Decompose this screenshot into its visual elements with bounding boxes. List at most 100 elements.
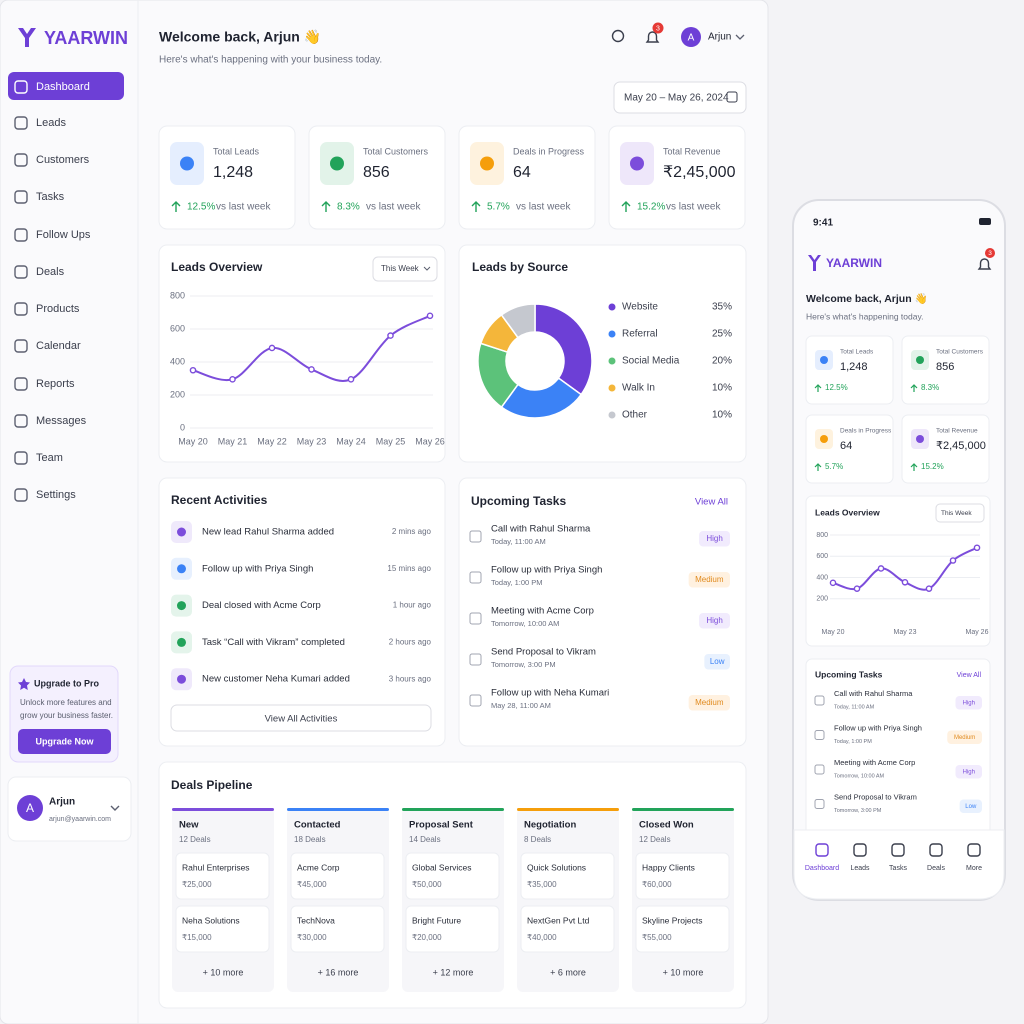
link[interactable]: View All [695,497,728,508]
checkbox[interactable] [814,730,825,740]
deal-card[interactable] [405,905,500,953]
more-link[interactable]: + 12 more [433,967,474,977]
deal-name: Rahul Enterprises [182,862,250,872]
dropdown-label[interactable]: This Week [381,264,420,273]
task-due: Today, 11:00 AM [834,704,875,710]
chevron [423,266,431,271]
priority-badge [955,765,982,779]
more-link[interactable]: + 6 more [550,967,586,977]
deal-card[interactable] [290,852,385,900]
deal-card[interactable] [520,905,615,953]
deal-card[interactable] [635,852,730,900]
deal-card[interactable] [405,852,500,900]
stat-icon-glyph [820,435,828,443]
bell-icon[interactable] [977,258,992,270]
avatar-initial: A [688,33,695,44]
deal-name: Happy Clients [642,862,695,872]
up-arrow [814,463,822,471]
nav-item[interactable]: Customers [36,154,90,166]
x-tick-label: May 21 [218,436,248,446]
legend-swatch [608,357,616,365]
dropdown[interactable] [372,256,438,282]
badge-count: 3 [988,250,992,257]
nav-item[interactable]: Team [36,452,63,464]
card-title: Deals Pipeline [171,778,253,792]
stat-change: 5.7% [487,202,510,213]
bell-icon[interactable] [645,31,660,43]
nav-item[interactable]: Follow Ups [36,229,91,241]
activity-glyph [177,674,186,684]
nav-item[interactable]: Reports [36,378,75,390]
deal-card[interactable] [520,852,615,900]
deal-card[interactable] [175,905,270,953]
deal-card[interactable] [635,905,730,953]
stat-value: 856 [936,361,954,373]
icon [14,302,28,316]
more-link[interactable]: + 16 more [318,967,359,977]
card-title: Upcoming Tasks [815,669,883,679]
deal-amount: ₹35,000 [527,880,557,889]
checkbox[interactable] [469,653,482,666]
nav-item[interactable]: Leads [36,117,66,129]
card-title: Upcoming Tasks [471,494,566,508]
date-range[interactable]: May 20 – May 26, 2024 [624,93,729,104]
legend-swatch [608,303,616,311]
task-title: Meeting with Acme Corp [834,758,915,767]
priority-label: Medium [695,698,724,707]
upgrade-button-label[interactable]: Upgrade Now [35,736,94,746]
tab-label[interactable]: Leads [850,865,870,872]
priority-badge [704,654,730,670]
nav-item[interactable]: Tasks [36,191,65,203]
avatar [681,27,701,47]
task-due: Tomorrow, 10:00 AM [834,773,885,779]
stat-value: 64 [513,164,531,181]
more-link[interactable]: + 10 more [663,967,704,977]
deal-name: TechNova [297,915,335,925]
stat-label: Total Revenue [936,428,978,435]
checkbox[interactable] [469,571,482,584]
dropdown-label[interactable]: This Week [941,510,972,517]
stat-change: 12.5% [187,202,215,213]
stat-value: ₹2,45,000 [663,164,736,181]
checkbox[interactable] [469,694,482,707]
up-arrow [910,384,918,392]
upgrade-button[interactable] [18,729,111,754]
nav-item[interactable]: Dashboard [36,81,90,93]
nav-item[interactable]: Messages [36,415,87,427]
user-card[interactable] [7,776,132,842]
activity-text: Follow up with Priya Singh [202,563,313,574]
battery [979,218,991,225]
nav-active[interactable] [8,72,124,100]
card [901,414,990,484]
deal-card[interactable] [175,852,270,900]
tab-label[interactable]: More [966,865,982,872]
legend-swatch [608,384,616,392]
nav-item[interactable]: Products [36,303,80,315]
button-label[interactable]: View All Activities [265,714,338,725]
nav-item[interactable]: Deals [36,266,65,278]
y-tick-label: 200 [816,596,828,603]
tab-label[interactable]: Dashboard [805,865,839,872]
checkbox[interactable] [814,695,825,706]
nav-item[interactable]: Settings [36,489,76,501]
checkbox[interactable] [814,799,825,809]
checkbox[interactable] [469,530,482,543]
checkbox[interactable] [814,764,825,775]
search-icon [611,29,625,43]
tab-label[interactable]: Tasks [889,865,907,872]
point [877,565,885,572]
stage-count: 14 Deals [409,835,441,844]
button[interactable] [170,704,432,732]
stage-bar [632,808,734,811]
dropdown[interactable] [935,503,985,523]
nav-item[interactable]: Calendar [36,340,81,352]
user-name[interactable]: Arjun [708,32,731,43]
activity-time: 15 mins ago [387,564,431,573]
more-link[interactable]: + 10 more [203,967,244,977]
checkbox[interactable] [469,612,482,625]
date-picker[interactable] [613,81,747,114]
legend-label: Social Media [622,356,680,367]
link[interactable]: View All [957,672,982,679]
tab-label[interactable]: Deals [927,865,945,872]
deal-card[interactable] [290,905,385,953]
